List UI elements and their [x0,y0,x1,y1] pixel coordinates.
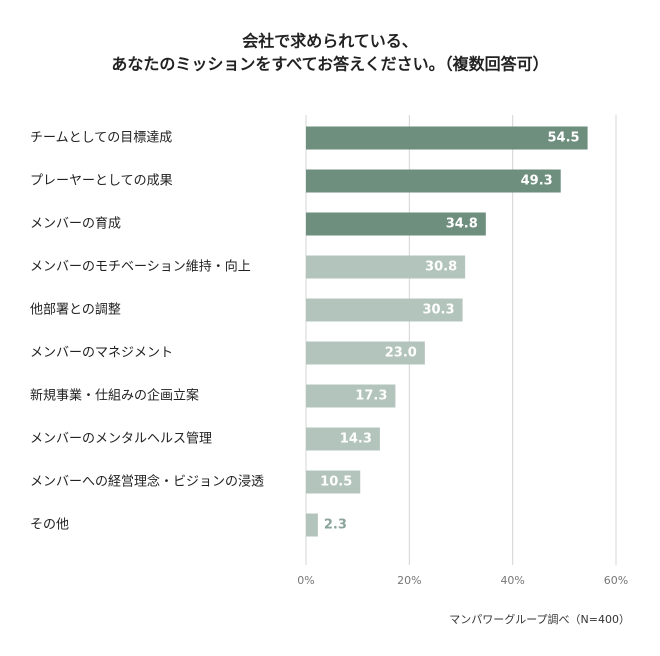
bar [306,255,466,279]
value-label: 30.8 [425,260,457,275]
value-label: 34.8 [446,217,478,232]
category-label: チームとしての目標達成 [30,131,172,146]
value-label: 14.3 [340,432,372,447]
category-label: プレーヤーとしての成果 [30,174,173,189]
category-label: メンバーのモチベーション維持・向上 [30,259,251,275]
chart-title: あなたのミッションをすべてお答えください。（複数回答可） [111,55,548,74]
bar [306,384,396,408]
x-tick-label: 60% [604,574,628,587]
bar [306,513,318,537]
chart-title: 会社で求められている、 [242,32,418,51]
category-label: メンバーのメンタルヘルス管理 [30,432,212,447]
value-label: 10.5 [320,475,352,490]
bar [306,470,361,494]
bar [306,341,425,365]
bar [306,427,380,451]
category-label: メンバーへの経営理念・ビジョンの浸透 [30,474,264,490]
value-label: 54.5 [548,131,580,146]
x-tick-label: 0% [297,574,314,587]
category-label: その他 [30,518,69,533]
value-label: 30.3 [422,303,454,318]
bar [306,169,561,193]
value-label: 23.0 [385,346,417,361]
category-label: 新規事業・仕組みの企画立案 [30,388,199,404]
x-tick-label: 20% [397,574,421,587]
category-label: 他部署との調整 [30,303,121,318]
source-note: マンパワーグループ調べ（N=400） [449,612,630,626]
value-label: 17.3 [355,389,387,404]
bar [306,298,463,322]
category-label: メンバーのマネジメント [30,346,173,361]
bar [306,126,588,150]
bar [306,212,486,236]
value-label: 2.3 [324,518,347,533]
x-tick-label: 40% [500,574,524,587]
value-label: 49.3 [521,174,553,189]
category-label: メンバーの育成 [30,216,121,232]
